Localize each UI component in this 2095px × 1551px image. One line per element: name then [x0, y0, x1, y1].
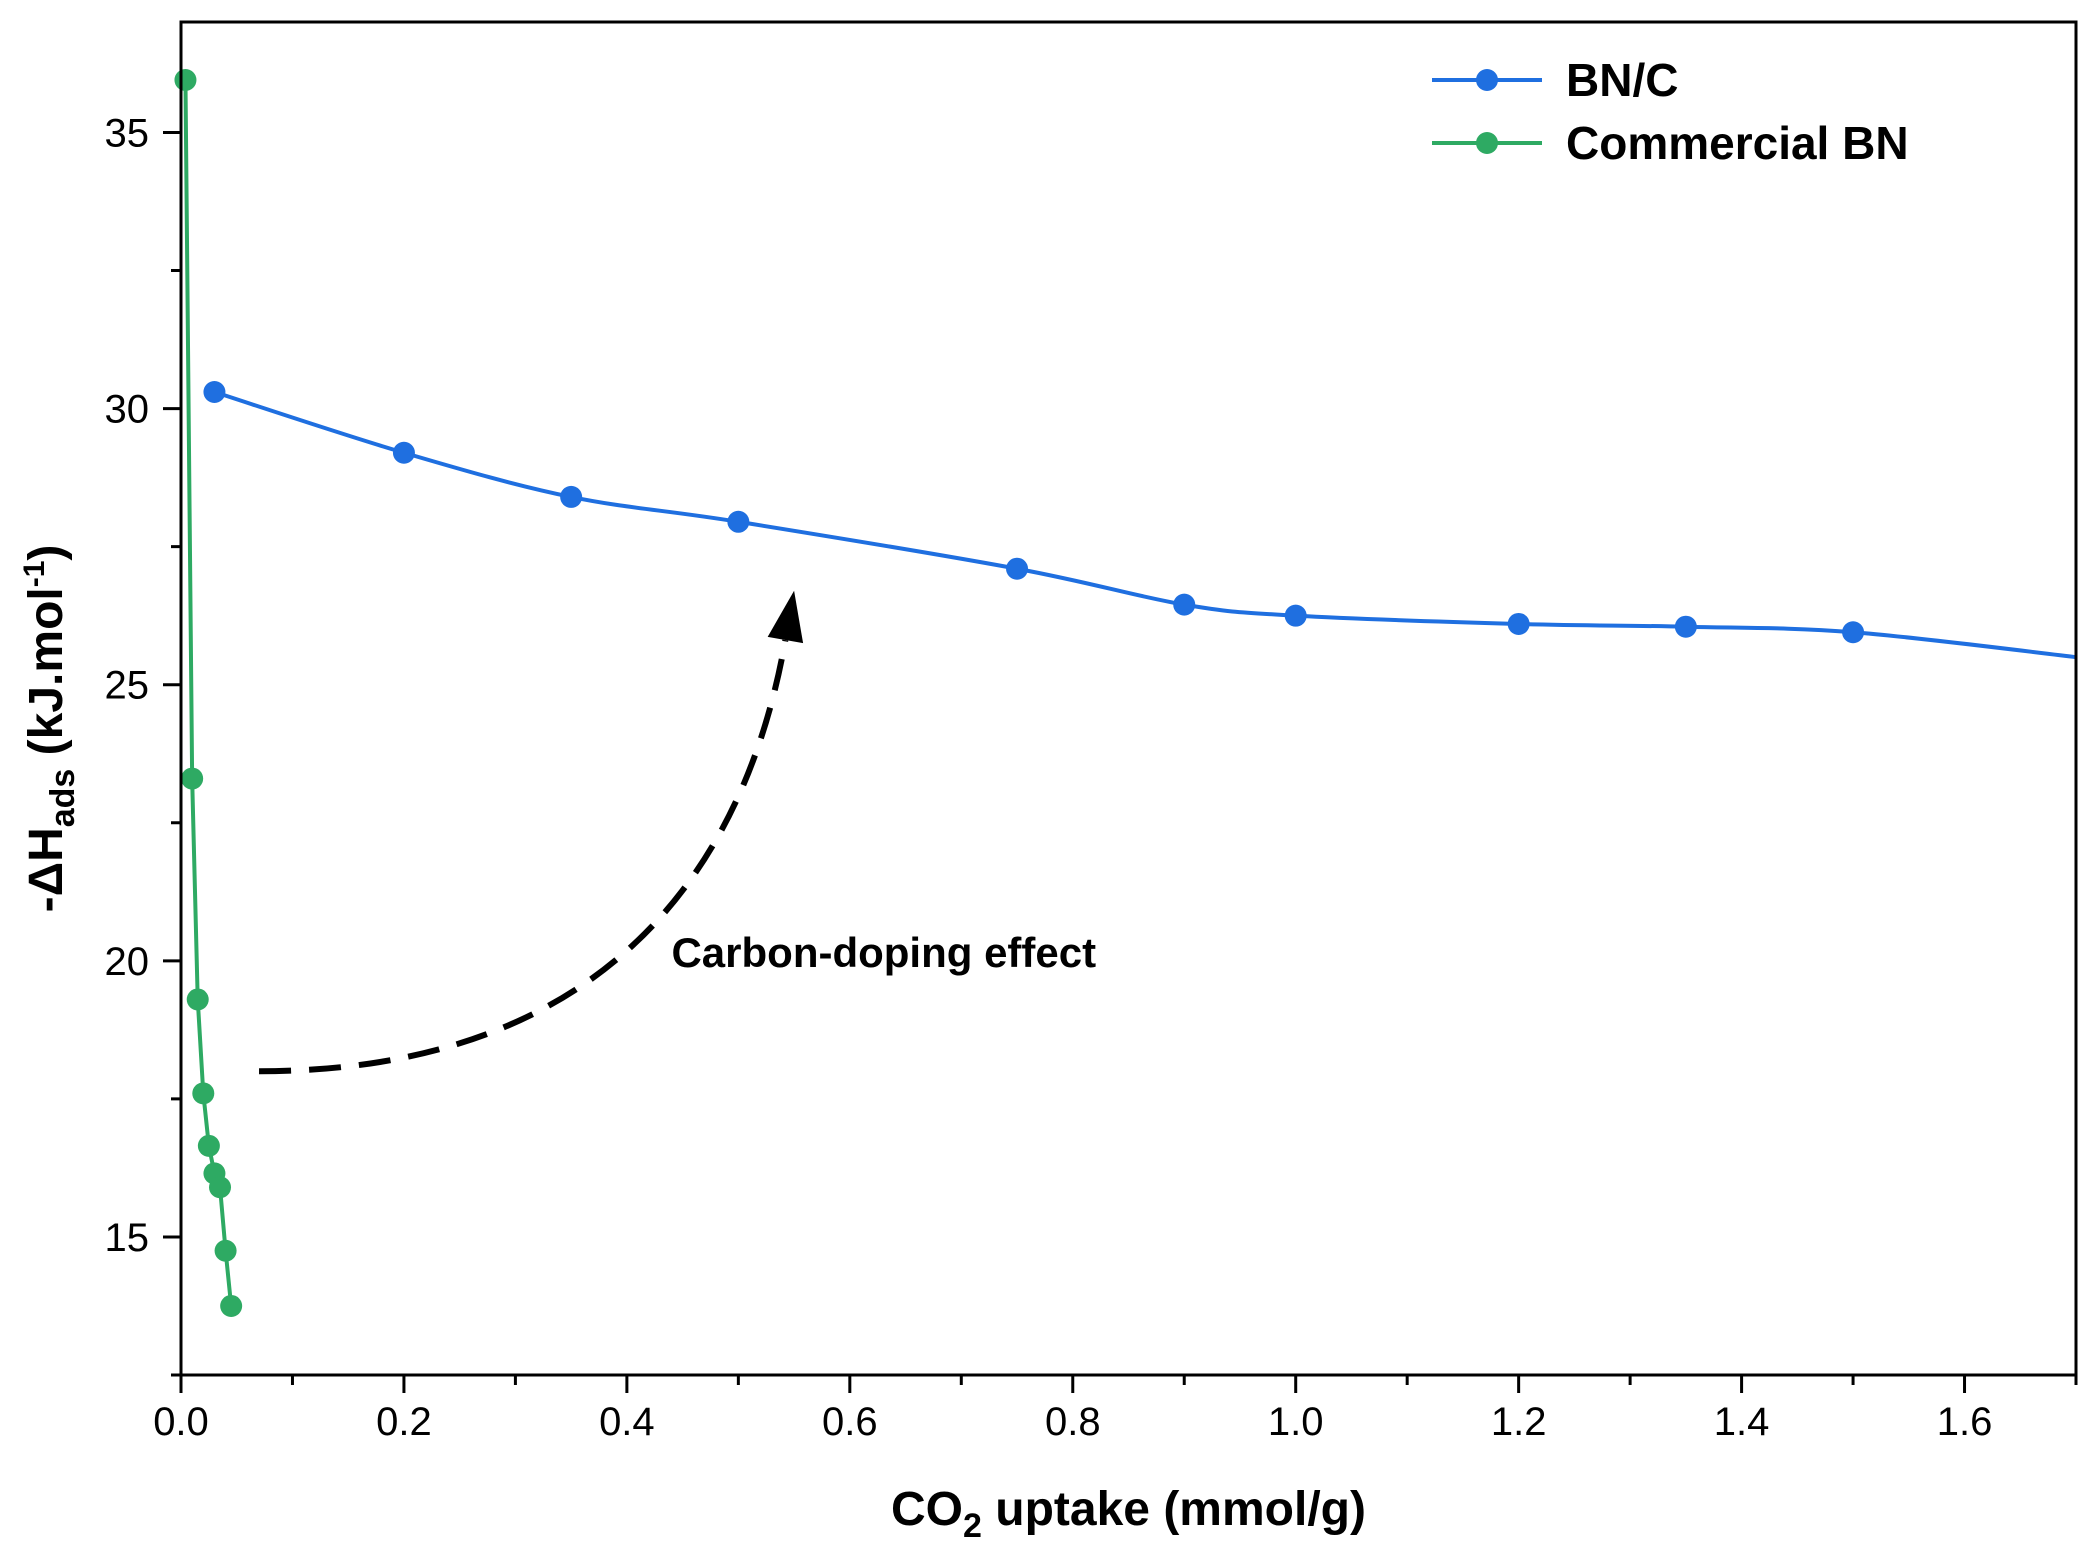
data-point-commercial-bn [192, 1082, 215, 1105]
legend-marker-commercial-bn [1476, 132, 1498, 154]
data-point-bn-c [1842, 621, 1865, 644]
data-point-bn-c [1284, 604, 1307, 627]
data-point-bn-c [1006, 557, 1029, 580]
legend-marker-bn-c [1476, 69, 1498, 91]
data-point-commercial-bn [181, 767, 204, 790]
legend: BN/C Commercial BN [1432, 54, 1909, 169]
plot-frame [179, 20, 2078, 1377]
x-tick-label: 1.6 [1937, 1400, 1993, 1444]
series-group [174, 68, 2077, 1317]
x-axis-title-main: CO [891, 1483, 963, 1536]
data-point-commercial-bn [209, 1176, 232, 1199]
annotation-arrow-shaft [259, 639, 789, 1075]
data-point-commercial-bn [186, 988, 209, 1011]
data-point-bn-c [1674, 615, 1697, 638]
y-axis-title-main: -ΔH [20, 827, 73, 912]
y-tick-label: 35 [105, 111, 150, 155]
data-point-commercial-bn [197, 1134, 220, 1157]
data-point-bn-c [392, 441, 415, 464]
annotation-arrow-head [767, 590, 804, 644]
data-point-bn-c [1507, 612, 1530, 635]
x-tick-label: 0.4 [599, 1400, 655, 1444]
series-line-bn-c [213, 390, 2077, 660]
y-axis-title-end: ) [20, 545, 73, 561]
x-axis-title: CO2 uptake (mmol/g) [891, 1483, 1366, 1545]
legend-label-bn-c: BN/C [1566, 54, 1678, 106]
x-axis-title-rest: uptake (mmol/g) [982, 1483, 1366, 1536]
y-tick-label: 20 [105, 940, 150, 984]
x-tick-label: 1.0 [1268, 1400, 1324, 1444]
y-tick-label: 15 [105, 1216, 150, 1260]
data-point-commercial-bn [220, 1294, 243, 1317]
x-tick-label: 0.2 [376, 1400, 432, 1444]
data-point-commercial-bn [214, 1239, 237, 1262]
data-point-bn-c [727, 510, 750, 533]
legend-label-commercial-bn: Commercial BN [1566, 117, 1909, 169]
x-axis-title-subscript: 2 [963, 1507, 982, 1545]
y-axis-title-subscript: ads [44, 769, 82, 828]
y-axis-title-rest: (kJ.mol [20, 587, 73, 768]
x-tick-label: 0.8 [1045, 1400, 1101, 1444]
y-axis-title-superscript: -1 [18, 561, 51, 588]
data-point-bn-c [203, 381, 226, 404]
data-point-bn-c [560, 485, 583, 508]
data-point-commercial-bn [174, 68, 197, 91]
data-point-bn-c [1173, 593, 1196, 616]
y-tick-label: 25 [105, 664, 150, 708]
x-tick-label: 0.0 [153, 1400, 209, 1444]
x-tick-label: 1.2 [1491, 1400, 1547, 1444]
y-tick-label: 30 [105, 388, 150, 432]
x-tick-label: 1.4 [1714, 1400, 1770, 1444]
axis-ticks: 0.0 0.2 0.4 0.6 0.8 1.0 1.2 1.4 1.6 15 20 25 30 35 [105, 111, 2078, 1444]
annotation-group: Carbon-doping effect [259, 590, 1096, 1075]
y-axis-title: -ΔHads (kJ.mol-1) [18, 545, 82, 913]
annotation-text: Carbon-doping effect [671, 929, 1096, 976]
x-tick-label: 0.6 [822, 1400, 878, 1444]
